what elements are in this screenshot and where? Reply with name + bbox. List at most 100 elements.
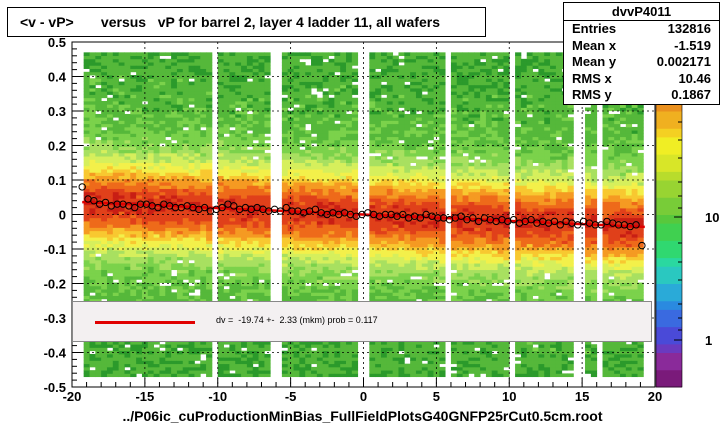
- heatmap-cell: [316, 182, 324, 186]
- heatmap-cell: [95, 240, 102, 245]
- heatmap-cell: [287, 52, 294, 56]
- heatmap-cell: [258, 289, 265, 293]
- heatmap-cell: [380, 240, 388, 245]
- heatmap-cell: [147, 263, 155, 267]
- heatmap-cell: [328, 263, 335, 267]
- heatmap-cell: [311, 139, 318, 144]
- heatmap-cell: [165, 363, 172, 368]
- heatmap-cell: [147, 78, 155, 82]
- heatmap-cell: [369, 143, 376, 147]
- heatmap-cell: [101, 366, 108, 371]
- heatmap-cell: [165, 78, 172, 82]
- heatmap-cell: [217, 295, 224, 300]
- heatmap-cell: [235, 243, 242, 248]
- heatmap-cell: [83, 279, 90, 284]
- heatmap-cell: [141, 52, 149, 56]
- heatmap-cell: [392, 156, 399, 160]
- heatmap-cell: [299, 344, 306, 348]
- heatmap-cell: [392, 250, 399, 254]
- heatmap-cell: [153, 366, 160, 371]
- heatmap-cell: [404, 169, 411, 173]
- heatmap-cell: [235, 133, 242, 138]
- heatmap-cell: [375, 123, 382, 128]
- heatmap-cell: [95, 370, 102, 374]
- heatmap-cell: [264, 373, 271, 378]
- heatmap-cell: [246, 68, 254, 73]
- heatmap-cell: [141, 357, 149, 361]
- heatmap-cell: [392, 55, 399, 60]
- heatmap-cell: [229, 298, 236, 303]
- heatmap-cell: [223, 282, 230, 287]
- heatmap-cell: [124, 100, 131, 105]
- heatmap-cell: [112, 52, 120, 56]
- heatmap-cell: [112, 71, 120, 76]
- heatmap-cell: [328, 266, 335, 271]
- heatmap-cell: [281, 198, 289, 202]
- heatmap-cell: [398, 162, 405, 167]
- heatmap-cell: [194, 62, 201, 66]
- heatmap-cell: [101, 363, 108, 368]
- heatmap-cell: [369, 165, 376, 170]
- heatmap-cell: [153, 65, 160, 69]
- heatmap-cell: [136, 227, 143, 232]
- heatmap-cell: [252, 165, 259, 170]
- heatmap-cell: [328, 71, 335, 76]
- heatmap-cell: [101, 156, 108, 160]
- heatmap-cell: [258, 217, 265, 222]
- heatmap-cell: [89, 110, 96, 115]
- heatmap-cell: [351, 126, 359, 131]
- heatmap-cell: [410, 256, 417, 261]
- heatmap-cell: [124, 52, 131, 56]
- heatmap-cell: [130, 126, 137, 131]
- heatmap-cell: [258, 133, 265, 138]
- heatmap-cell: [410, 272, 417, 277]
- heatmap-cell: [305, 172, 312, 176]
- heatmap-cell: [124, 240, 131, 245]
- heatmap-cell: [147, 71, 155, 76]
- heatmap-cell: [404, 217, 411, 222]
- heatmap-cell: [311, 68, 318, 73]
- heatmap-cell: [171, 107, 178, 112]
- heatmap-cell: [147, 340, 155, 345]
- heatmap-cell: [246, 191, 254, 196]
- heatmap-cell: [165, 133, 172, 138]
- heatmap-cell: [83, 285, 90, 290]
- heatmap-cell: [322, 191, 329, 196]
- heatmap-cell: [241, 217, 248, 222]
- heatmap-cell: [281, 188, 289, 193]
- heatmap-cell: [188, 243, 195, 248]
- heatmap-cell: [351, 107, 359, 112]
- heatmap-cell: [194, 282, 201, 287]
- heatmap-cell: [241, 146, 248, 151]
- heatmap-cell: [258, 347, 265, 352]
- heatmap-cell: [176, 84, 184, 89]
- heatmap-cell: [165, 298, 172, 303]
- heatmap-cell: [188, 146, 195, 151]
- heatmap-cell: [293, 88, 300, 92]
- heatmap-cell: [380, 159, 388, 164]
- heatmap-cell: [235, 357, 242, 361]
- heatmap-cell: [141, 243, 149, 248]
- heatmap-cell: [305, 224, 312, 228]
- heatmap-cell: [206, 237, 213, 241]
- heatmap-cell: [305, 344, 312, 348]
- heatmap-cell: [124, 347, 131, 352]
- heatmap-cell: [83, 224, 90, 228]
- heatmap-cell: [235, 182, 242, 186]
- heatmap-cell: [136, 292, 143, 296]
- heatmap-cell: [246, 350, 254, 355]
- heatmap-cell: [124, 78, 131, 82]
- heatmap-cell: [182, 165, 189, 170]
- heatmap-cell: [95, 353, 102, 358]
- heatmap-cell: [141, 227, 149, 232]
- heatmap-cell: [311, 175, 318, 180]
- heatmap-cell: [106, 188, 114, 193]
- heatmap-cell: [328, 110, 335, 115]
- heatmap-cell: [106, 285, 114, 290]
- heatmap-cell: [159, 250, 166, 254]
- heatmap-cell: [305, 146, 312, 151]
- heatmap-cell: [217, 266, 224, 271]
- heatmap-cell: [375, 230, 382, 235]
- heatmap-cell: [176, 152, 184, 157]
- heatmap-cell: [380, 195, 388, 199]
